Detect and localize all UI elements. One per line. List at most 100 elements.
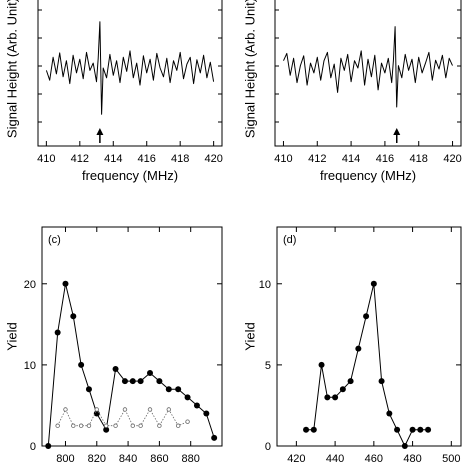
data-point-open xyxy=(113,423,118,428)
plot-frame xyxy=(276,226,462,447)
y-tick-label: 0 xyxy=(265,441,271,453)
x-tick-label: 840 xyxy=(119,453,137,465)
y-axis-label: Yield xyxy=(243,322,258,350)
data-point-open xyxy=(185,419,190,424)
x-tick-label: 880 xyxy=(182,453,200,465)
y-axis-label: Signal Height (Arb. Unit) xyxy=(5,0,20,138)
chart-panel-d: 420 440 460 480 500 0 5 10 Yield (d) xyxy=(243,226,462,465)
y-tick-label: 0 xyxy=(30,441,36,453)
data-point xyxy=(184,394,191,401)
chart-panel-a: 410 412 414 416 418 420 frequency (MHz) Signal … xyxy=(5,0,223,183)
data-point xyxy=(70,313,77,320)
x-axis-label: frequency (MHz) xyxy=(82,168,178,183)
data-point xyxy=(401,443,408,449)
data-point xyxy=(193,402,200,409)
data-point xyxy=(303,426,310,433)
data-point xyxy=(137,378,144,385)
data-point-open xyxy=(175,423,181,428)
data-point-open xyxy=(130,423,135,428)
y-tick-label: 5 xyxy=(265,360,271,372)
y-tick-label: 20 xyxy=(24,279,36,291)
data-point xyxy=(378,378,385,385)
x-tick-label: 412 xyxy=(71,153,89,165)
x-tick-label: 420 xyxy=(443,153,461,165)
data-point xyxy=(45,443,52,449)
data-point-open xyxy=(166,407,171,412)
y-tick-label: 10 xyxy=(259,279,271,291)
data-point xyxy=(310,426,317,433)
x-tick-label: 440 xyxy=(326,453,344,465)
data-point xyxy=(386,410,393,417)
x-tick-label: 412 xyxy=(308,153,326,165)
x-tick-label: 414 xyxy=(342,153,360,165)
x-tick-label: 416 xyxy=(376,153,394,165)
plot-frame xyxy=(37,0,223,147)
data-point-open xyxy=(147,407,153,412)
data-point xyxy=(347,378,354,385)
data-point xyxy=(324,394,331,401)
x-tick-label: 500 xyxy=(442,453,460,465)
data-point xyxy=(409,426,416,433)
data-point xyxy=(85,386,92,393)
data-point xyxy=(203,410,210,417)
x-tick-label: 420 xyxy=(287,453,305,465)
arrow-head-icon xyxy=(96,128,104,135)
data-point-open xyxy=(138,423,143,428)
data-point-open xyxy=(157,423,162,428)
data-point xyxy=(147,370,153,376)
plot-frame xyxy=(274,0,462,147)
data-point xyxy=(318,361,325,368)
data-point xyxy=(103,426,110,433)
data-point xyxy=(62,280,69,287)
data-point xyxy=(417,426,424,433)
data-point xyxy=(78,361,85,368)
panel-label: (d) xyxy=(283,234,296,246)
data-point xyxy=(165,386,172,393)
data-point-open xyxy=(71,423,76,428)
data-point xyxy=(175,386,182,393)
data-point xyxy=(332,394,339,401)
y-axis-label: Signal Height (Arb. Unit) xyxy=(243,0,258,138)
data-point xyxy=(211,434,218,441)
x-tick-label: 860 xyxy=(150,453,168,465)
x-tick-label: 414 xyxy=(104,153,122,165)
data-point xyxy=(156,378,163,385)
x-tick-label: 418 xyxy=(410,153,428,165)
x-axis-label: frequency (MHz) xyxy=(320,168,416,183)
data-point xyxy=(121,378,128,385)
chart-panel-b: 410 412 414 416 418 420 frequency (MHz) Signal … xyxy=(243,0,462,183)
panel-label: (c) xyxy=(48,234,61,246)
data-point xyxy=(425,426,432,433)
series-line xyxy=(45,21,215,115)
x-tick-label: 418 xyxy=(171,153,189,165)
data-point xyxy=(355,345,362,352)
data-point xyxy=(54,329,61,336)
x-tick-label: 420 xyxy=(204,153,222,165)
data-point-open xyxy=(103,423,109,428)
x-tick-label: 410 xyxy=(37,153,55,165)
series-line xyxy=(57,409,188,427)
data-point xyxy=(339,386,346,393)
chart-panel-c: 800 820 840 860 880 0 10 20 Yield (c) xyxy=(5,226,223,465)
data-point xyxy=(363,313,370,320)
data-point-open xyxy=(63,407,68,412)
x-tick-label: 460 xyxy=(365,453,383,465)
x-tick-label: 480 xyxy=(403,453,421,465)
series-line xyxy=(283,26,453,108)
data-point-open xyxy=(86,423,92,428)
data-point xyxy=(112,365,119,372)
data-point xyxy=(370,280,377,287)
y-axis-label: Yield xyxy=(5,322,20,350)
data-point xyxy=(394,426,401,433)
x-tick-label: 800 xyxy=(56,453,74,465)
data-point xyxy=(129,378,136,385)
arrow-head-icon xyxy=(393,128,401,135)
x-tick-label: 416 xyxy=(138,153,156,165)
x-tick-label: 410 xyxy=(274,153,292,165)
data-point-open xyxy=(55,423,60,428)
plot-frame xyxy=(41,226,223,447)
y-tick-label: 10 xyxy=(24,360,36,372)
data-point-open xyxy=(122,407,128,412)
x-tick-label: 820 xyxy=(88,453,106,465)
